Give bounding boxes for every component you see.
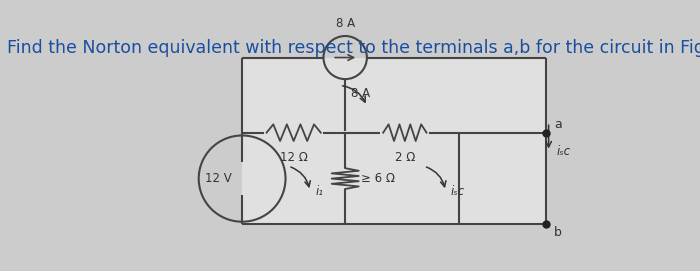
Text: 2 Ω: 2 Ω xyxy=(395,151,415,164)
Text: iₛc: iₛc xyxy=(451,185,465,198)
Text: iₛc: iₛc xyxy=(556,145,571,158)
Text: b: b xyxy=(554,226,562,239)
Text: ≥ 6 Ω: ≥ 6 Ω xyxy=(361,172,395,185)
FancyBboxPatch shape xyxy=(242,57,546,224)
Text: a: a xyxy=(554,118,562,131)
Text: i₁: i₁ xyxy=(315,185,323,198)
Text: 12 Ω: 12 Ω xyxy=(280,151,307,164)
Text: 8 A: 8 A xyxy=(335,17,355,30)
Text: Find the Norton equivalent with respect to the terminals a,b for the circuit in : Find the Norton equivalent with respect … xyxy=(7,39,700,57)
Text: 12 V: 12 V xyxy=(204,172,231,185)
Text: 8 A: 8 A xyxy=(351,88,370,101)
